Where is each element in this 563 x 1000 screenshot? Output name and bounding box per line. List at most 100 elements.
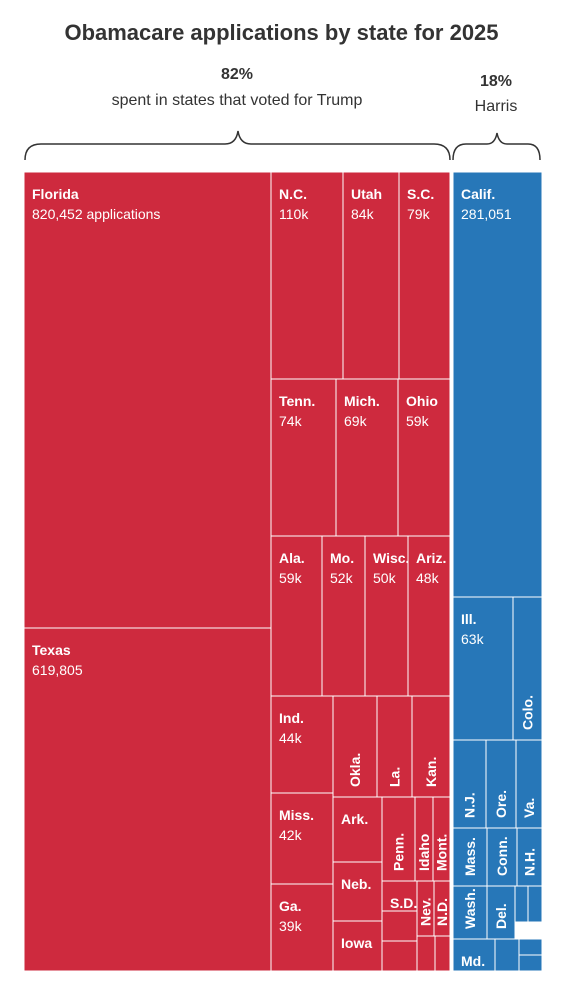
tile-label-tenn: Tenn. xyxy=(279,393,315,409)
harris-label: Harris xyxy=(474,98,518,115)
tile-label-mass: Mass. xyxy=(462,837,478,876)
tile-ga xyxy=(270,883,334,972)
tile-va xyxy=(515,739,543,829)
tile-label-neb: Neb. xyxy=(341,876,371,892)
tile-label-ill: Ill. xyxy=(461,611,477,627)
tile-label-ind: Ind. xyxy=(279,710,304,726)
tile-state-27 xyxy=(381,910,418,942)
tile-n-c xyxy=(270,171,344,380)
tile-colo xyxy=(512,596,543,741)
tile-label-idaho: Idaho xyxy=(416,834,432,871)
tile-label-n-h: N.H. xyxy=(522,848,538,876)
tile-kan xyxy=(411,695,451,798)
tile-state-45 xyxy=(494,938,520,972)
tile-ala xyxy=(270,535,323,697)
tile-ark xyxy=(332,796,383,863)
tile-label-ala: Ala. xyxy=(279,550,305,566)
tile-label-iowa: Iowa xyxy=(341,935,372,951)
tile-value-s-c: 79k xyxy=(407,206,431,222)
tile-value-calif: 281,051 xyxy=(461,206,512,222)
tile-value-wisc: 50k xyxy=(373,570,397,586)
tile-label-mich: Mich. xyxy=(344,393,380,409)
tile-label-ariz: Ariz. xyxy=(416,550,446,566)
tile-label-miss: Miss. xyxy=(279,807,314,823)
tile-value-florida: 820,452 applications xyxy=(32,206,160,222)
tile-label-florida: Florida xyxy=(32,186,79,202)
tile-value-tenn: 74k xyxy=(279,413,303,429)
tile-label-la: La. xyxy=(387,767,403,787)
tile-label-wash: Wash. xyxy=(462,888,478,929)
tile-value-ohio: 59k xyxy=(406,413,430,429)
tile-la xyxy=(376,695,413,798)
tile-calif xyxy=(452,171,543,598)
tile-state-47 xyxy=(518,954,543,972)
tile-label-ark: Ark. xyxy=(341,811,368,827)
tile-label-utah: Utah xyxy=(351,186,382,202)
tile-mass xyxy=(452,827,488,887)
tile-state-44 xyxy=(527,885,543,923)
tile-label-ga: Ga. xyxy=(279,898,302,914)
tile-value-mich: 69k xyxy=(344,413,368,429)
trump-label: spent in states that voted for Trump xyxy=(111,92,363,109)
tiles: Florida 820,452 applications Texas 619,805 N… xyxy=(23,171,543,972)
tile-label-n-c: N.C. xyxy=(279,186,307,202)
tile-label-ore: Ore. xyxy=(493,790,509,818)
tile-label-texas: Texas xyxy=(32,642,71,658)
tile-label-conn: Conn. xyxy=(494,836,510,876)
tile-ill xyxy=(452,596,514,741)
tile-label-penn: Penn. xyxy=(391,833,407,871)
trump-brace xyxy=(24,130,451,161)
tile-label-del: Del. xyxy=(493,903,509,929)
tile-state-28 xyxy=(381,940,418,972)
tile-value-ariz: 48k xyxy=(416,570,440,586)
tile-label-mont: Mont. xyxy=(434,834,450,871)
tile-utah xyxy=(342,171,400,380)
tile-conn xyxy=(486,827,518,887)
tile-value-ga: 39k xyxy=(279,918,303,934)
tile-label-colo: Colo. xyxy=(520,695,536,730)
chart-title: Obamacare applications by state for 2025 xyxy=(64,20,499,45)
tile-neb xyxy=(332,861,383,922)
tile-label-mo: Mo. xyxy=(330,550,354,566)
tile-value-ill: 63k xyxy=(461,631,485,647)
tile-state-29 xyxy=(416,935,436,972)
tile-value-n-c: 110k xyxy=(279,206,309,222)
tile-label-s-c: S.C. xyxy=(407,186,434,202)
tile-label-n-j: N.J. xyxy=(462,792,478,818)
tile-label-nev: Nev. xyxy=(418,897,434,926)
tile-texas xyxy=(23,627,272,972)
tile-state-43 xyxy=(514,885,529,923)
tile-label-okla: Okla. xyxy=(347,753,363,787)
tile-value-ind: 44k xyxy=(279,730,303,746)
tile-value-texas: 619,805 xyxy=(32,662,83,678)
tile-n-h xyxy=(516,827,543,887)
tile-iowa xyxy=(332,920,383,972)
tile-wash xyxy=(452,885,488,940)
tile-label-va: Va. xyxy=(521,798,537,818)
tile-label-kan: Kan. xyxy=(423,757,439,787)
tile-florida xyxy=(23,171,272,629)
tile-okla xyxy=(332,695,378,798)
group-braces xyxy=(24,130,541,161)
tile-miss xyxy=(270,792,334,885)
tile-label-wisc: Wisc. xyxy=(373,550,409,566)
tile-state-30 xyxy=(434,935,451,972)
tile-label-s-d: S.D. xyxy=(390,895,417,911)
tile-value-utah: 84k xyxy=(351,206,375,222)
harris-brace xyxy=(452,132,541,161)
tile-label-md: Md. xyxy=(461,953,485,969)
tile-ohio xyxy=(397,378,451,537)
tile-label-calif: Calif. xyxy=(461,186,495,202)
tile-label-n-d: N.D. xyxy=(434,898,450,926)
tile-s-c xyxy=(398,171,451,380)
tile-ind xyxy=(270,695,334,794)
tile-value-mo: 52k xyxy=(330,570,354,586)
tile-value-miss: 42k xyxy=(279,827,303,843)
tile-ariz xyxy=(407,535,451,697)
tile-value-ala: 59k xyxy=(279,570,303,586)
tile-label-ohio: Ohio xyxy=(406,393,438,409)
tile-state-46 xyxy=(518,938,543,956)
trump-percent: 82% xyxy=(220,66,254,83)
harris-percent: 18% xyxy=(479,73,513,90)
